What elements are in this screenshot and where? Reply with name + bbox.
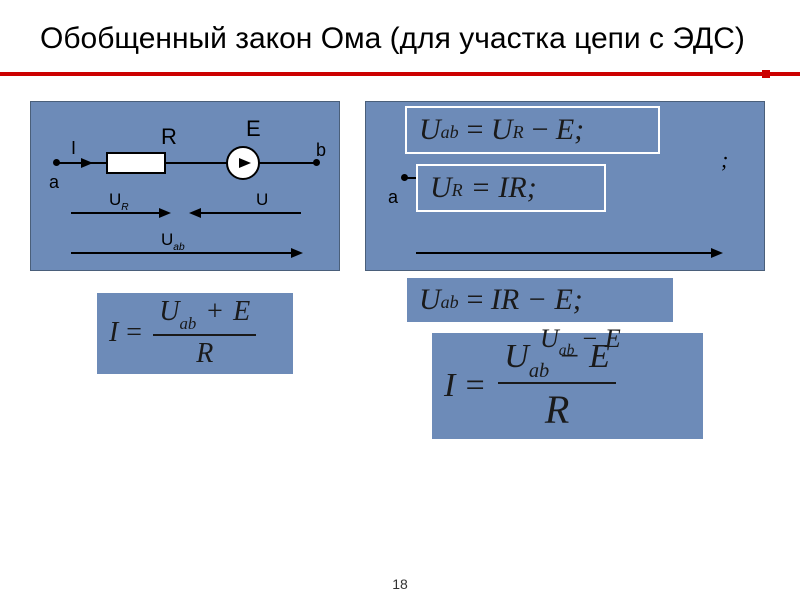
label-I: I [71,138,76,159]
equation-UR-IR: UR = IR; [416,164,606,212]
resistor [106,152,166,174]
label-U: U [256,190,268,210]
label-R: R [161,124,177,150]
equation-Uab-UR: Uab = UR − E; [405,106,660,154]
slide-title: Обобщенный закон Ома (для участка цепи с… [40,20,760,58]
label-b: b [316,140,326,161]
label-a-right: a [388,187,398,208]
equation-I-left: I = Uab + E R [95,291,295,376]
node-a-dot [53,159,60,166]
content-area: a b I R E UR U Uab a ; I = Uab + [0,76,800,546]
emf-source [226,146,260,180]
left-circuit-panel: a b I R E UR U Uab [30,101,340,271]
label-a: a [49,172,59,193]
slide-number: 18 [392,576,408,592]
label-Uab: Uab [161,230,185,252]
label-UR: UR [109,190,129,212]
equation-Uab-IR: Uab = IR − E; [405,276,675,324]
equation-I-right-peek: Uab − E [540,324,621,358]
label-E: E [246,116,261,142]
